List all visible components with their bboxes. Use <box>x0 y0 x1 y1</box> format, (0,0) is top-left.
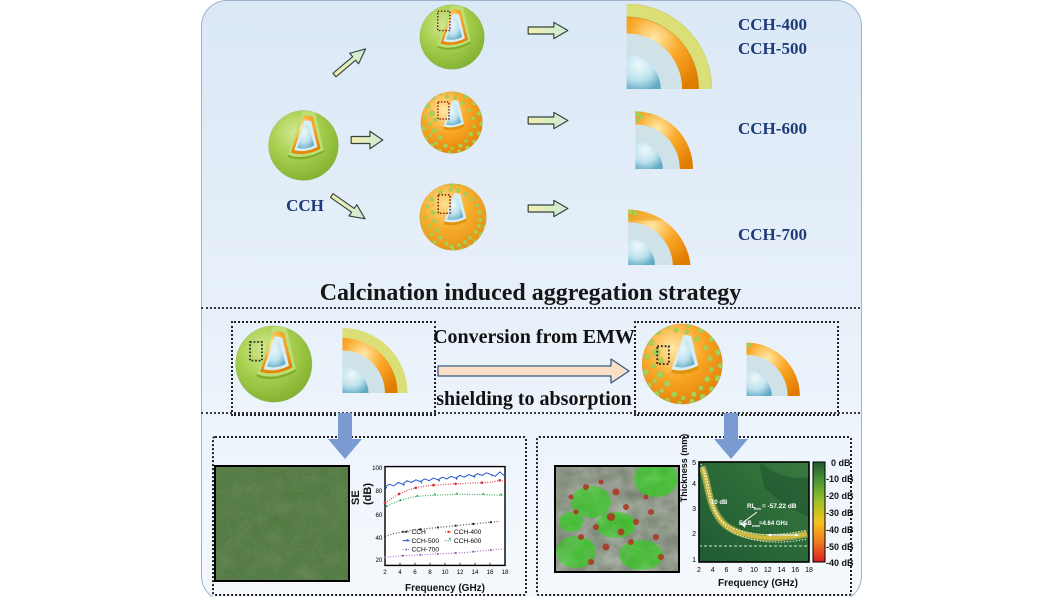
svg-text:12: 12 <box>457 569 464 576</box>
svg-text:4: 4 <box>711 567 715 574</box>
svg-text:6: 6 <box>725 567 729 574</box>
svg-text:CCH-700: CCH-700 <box>411 547 439 554</box>
svg-text:80: 80 <box>375 488 382 495</box>
svg-text:= -57.22 dB: = -57.22 dB <box>762 503 797 510</box>
svg-text:-10 dB: -10 dB <box>709 500 728 506</box>
svg-text:18: 18 <box>805 567 813 574</box>
svg-text:60: 60 <box>375 512 382 519</box>
svg-text:CCH-400: CCH-400 <box>454 529 482 536</box>
svg-text:EAB: EAB <box>739 521 752 527</box>
svg-text:40: 40 <box>375 535 382 542</box>
svg-text:=4.64 GHz: =4.64 GHz <box>759 521 788 527</box>
svg-text:20: 20 <box>375 557 382 564</box>
svg-text:10: 10 <box>750 567 758 574</box>
svg-text:CCH: CCH <box>411 529 426 536</box>
svg-text:5: 5 <box>692 460 696 467</box>
svg-text:2: 2 <box>692 531 696 538</box>
svg-text:CCH-500: CCH-500 <box>411 538 439 545</box>
svg-text:CCH-600: CCH-600 <box>454 538 482 545</box>
svg-text:8: 8 <box>428 569 432 576</box>
svg-text:3: 3 <box>692 506 696 513</box>
svg-text:100: 100 <box>372 465 383 472</box>
svg-text:6: 6 <box>413 569 417 576</box>
svg-text:1: 1 <box>692 557 696 564</box>
svg-text:4: 4 <box>692 481 696 488</box>
svg-text:18: 18 <box>502 569 509 576</box>
svg-text:14: 14 <box>778 567 786 574</box>
svg-text:min: min <box>754 506 762 511</box>
svg-text:2: 2 <box>697 567 701 574</box>
svg-text:14: 14 <box>472 569 479 576</box>
svg-text:8: 8 <box>738 567 742 574</box>
svg-text:16: 16 <box>791 567 799 574</box>
svg-text:16: 16 <box>487 569 494 576</box>
svg-text:4: 4 <box>398 569 402 576</box>
svg-text:12: 12 <box>764 567 772 574</box>
svg-text:10: 10 <box>442 569 449 576</box>
svg-text:2: 2 <box>383 569 387 576</box>
